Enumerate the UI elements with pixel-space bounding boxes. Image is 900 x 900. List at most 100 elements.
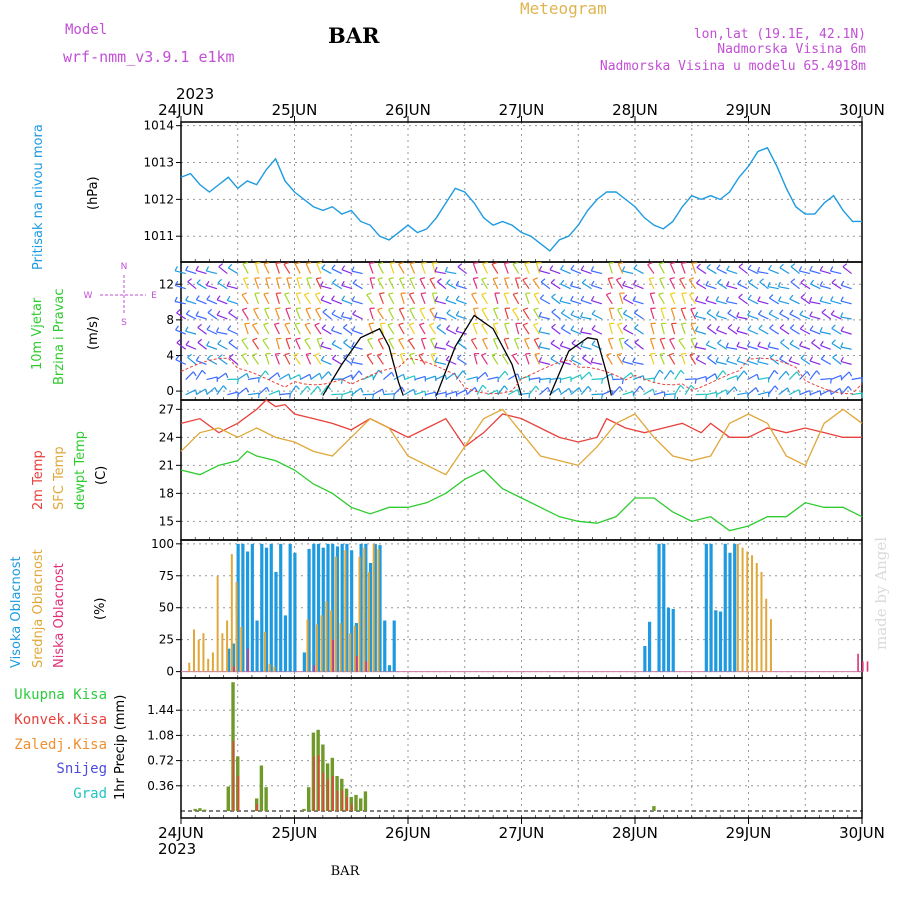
wind-barb (187, 281, 197, 290)
wind-barb (809, 269, 821, 275)
y-tick-label: 21 (159, 458, 174, 472)
wind-barb (242, 263, 249, 274)
wind-barb (264, 308, 270, 320)
wind-barb (283, 263, 291, 274)
wind-barb (388, 309, 395, 320)
wind-barb (549, 377, 561, 381)
wind-barb (623, 328, 634, 335)
wind-barb-flag (590, 280, 595, 286)
wind-barb-flag (705, 280, 709, 286)
wind-barb-flag (481, 352, 487, 356)
wind-barb (757, 391, 769, 396)
wind-barb (320, 371, 329, 380)
wind-barb (284, 323, 291, 335)
conv-precip-bar (351, 804, 353, 811)
elevation-text: Nadmorska Visina 6m (717, 42, 866, 57)
wind-barb (507, 373, 518, 381)
wind-barb (695, 315, 707, 320)
wind-barb (591, 344, 603, 350)
wind-barb (195, 315, 207, 320)
wind-barb-flag (481, 292, 487, 296)
wind-barb (549, 269, 561, 275)
wind-barb-flag (829, 266, 834, 272)
wind-barb (434, 361, 446, 365)
wind-barb-flag (705, 340, 710, 346)
wind-barb (206, 376, 218, 381)
wind-unit-label: (m/s) (86, 316, 101, 350)
wind-barb-flag (419, 322, 425, 326)
high-cloud-bar (733, 543, 737, 672)
wind-barb (295, 339, 301, 350)
wind-barb (320, 345, 332, 350)
temp2m-label: 2m Temp (31, 450, 46, 510)
wind-barb-flag (296, 292, 302, 295)
wind-barb-flag (538, 311, 542, 317)
wind-barb-flag (306, 385, 311, 391)
wind-barb-flag (757, 309, 763, 315)
mid-cloud-bar (325, 601, 328, 672)
wind-barb-flag (316, 262, 322, 264)
wind-barb (799, 270, 811, 275)
wind-barb-flag (726, 265, 730, 271)
wind-barb (268, 390, 280, 396)
high-cloud-bar (666, 607, 671, 672)
wind-barb-flag (842, 263, 848, 268)
wind-barb-flag (695, 355, 700, 360)
wind-barb (398, 324, 405, 335)
wind-barb-flag (388, 307, 394, 310)
wind-barb (669, 293, 676, 305)
wind-barb (528, 385, 537, 396)
wind-barb (809, 315, 821, 320)
wind-barb-flag (788, 356, 793, 362)
wind-barb (228, 312, 239, 320)
wind-barb-flag (809, 325, 814, 331)
wind-barb (539, 377, 551, 381)
temp-2m-line (180, 399, 862, 448)
wind-barb (623, 298, 634, 305)
wind-barb-flag (320, 355, 325, 361)
wind-barb (684, 384, 692, 395)
wind-barb-flag (658, 292, 664, 295)
wind-barb-flag (175, 355, 180, 361)
wind-barb (445, 299, 457, 305)
wind-barb-flag (176, 309, 181, 314)
wind-barb-flag (471, 292, 477, 295)
wind-barb (197, 342, 207, 350)
wind-barb (768, 268, 779, 275)
wind-barb-flag (241, 337, 247, 341)
wind-barb (497, 370, 506, 380)
wind-barb (175, 329, 186, 335)
wind-barb (434, 316, 446, 320)
wind-barb (736, 316, 748, 320)
wind-barb-flag (652, 388, 656, 395)
mid-cloud-bar (216, 575, 219, 672)
wind-barb-flag (277, 372, 281, 378)
wind-barb (400, 293, 405, 305)
wind-barb-flag (680, 369, 685, 375)
wind-barb (570, 374, 581, 381)
wind-barb-flag (252, 337, 258, 341)
wind-barb (706, 344, 717, 350)
wind-barb (559, 300, 571, 305)
wind-barb-flag (286, 337, 292, 340)
wind-barb (769, 297, 780, 305)
wind-barb (535, 262, 541, 274)
wind-barb-flag (774, 385, 779, 391)
wind-barb-flag (295, 337, 301, 340)
wind-barb-flag (660, 337, 666, 340)
wind-barb (418, 324, 426, 335)
wind-barb (591, 270, 603, 275)
wind-barb-flag (455, 280, 460, 286)
wind-barb (185, 389, 196, 396)
high-cloud-bar (657, 543, 661, 672)
wind-barb-flag (736, 356, 741, 362)
wind-barb-flag (550, 278, 556, 284)
mid-cloud-bar (363, 547, 366, 672)
wind-barb-flag (538, 356, 543, 362)
wind-barb-flag (493, 277, 499, 280)
high-cloud-bar (335, 546, 340, 672)
wind-barb (695, 330, 707, 335)
wind-barb-flag (705, 295, 709, 301)
wind-barb (809, 370, 818, 380)
wind-barb (716, 329, 727, 335)
